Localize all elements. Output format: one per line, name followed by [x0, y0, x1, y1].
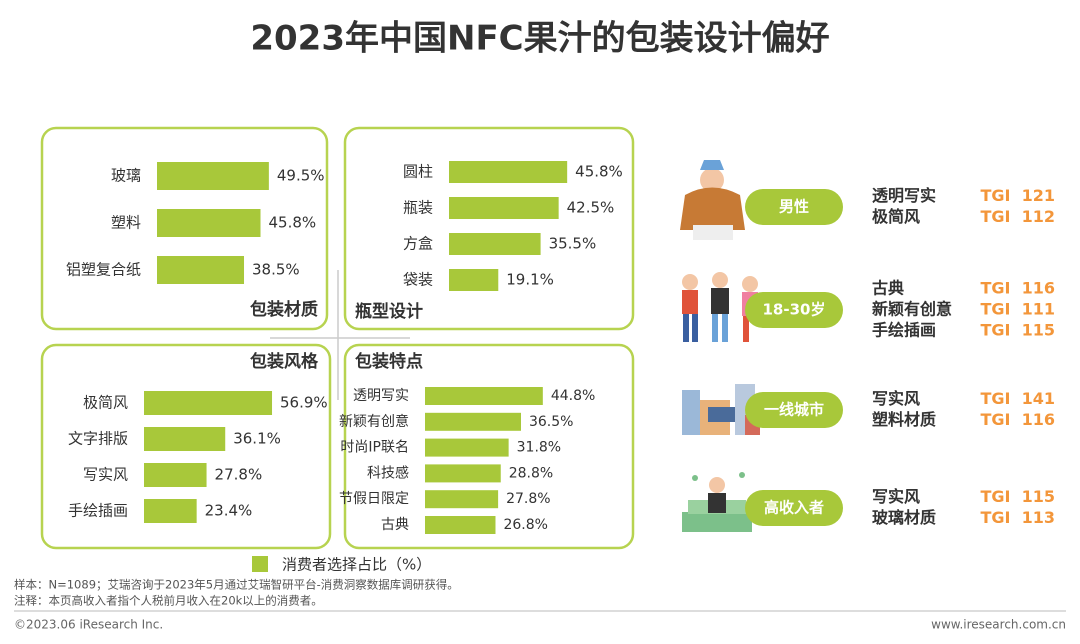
bar [157, 209, 261, 237]
segment-item: 手绘插画 [872, 321, 936, 340]
bar [449, 269, 499, 291]
bar [425, 438, 509, 457]
value-label: 28.8% [509, 465, 553, 481]
category-label: 时尚IP联名 [340, 440, 409, 456]
value-label: 27.8% [506, 491, 550, 507]
category-label: 塑料 [111, 214, 141, 232]
segment-tgi: TGI 112 [980, 207, 1055, 226]
value-label: 56.9% [280, 394, 328, 412]
segment-item: 透明写实 [872, 186, 936, 205]
bar [157, 256, 245, 284]
panel-frame [343, 343, 635, 550]
panel-frame [343, 126, 635, 331]
segment-tgi: TGI 115 [980, 487, 1055, 506]
bar [425, 464, 501, 483]
legend-swatch [252, 556, 268, 572]
website: www.iresearch.com.cn [931, 618, 1066, 632]
panel-title: 瓶型设计 [355, 301, 423, 322]
category-label: 圆柱 [403, 163, 433, 181]
segment-pill [745, 490, 843, 526]
value-label: 42.5% [567, 199, 615, 217]
illustration [680, 160, 745, 240]
category-label: 透明写实 [353, 388, 409, 404]
panel-title: 包装材质 [250, 299, 318, 320]
segment-item: 极简风 [872, 207, 920, 226]
value-label: 49.5% [277, 167, 325, 185]
value-label: 26.8% [503, 517, 547, 533]
panel-title: 包装特点 [355, 351, 423, 372]
footnote: 注释：本页高收入者指个人税前月收入在20k以上的消费者。 [14, 594, 323, 608]
category-label: 极简风 [83, 394, 128, 412]
value-label: 38.5% [252, 261, 300, 279]
segment-tgi: TGI 121 [980, 186, 1055, 205]
value-label: 35.5% [549, 235, 597, 253]
segment-tgi: TGI 115 [980, 321, 1055, 340]
value-label: 31.8% [517, 440, 561, 456]
divider [270, 270, 410, 400]
category-label: 新颖有创意 [339, 413, 409, 430]
bar [425, 387, 543, 405]
panel-title: 包装风格 [250, 351, 319, 372]
segment-pill [745, 189, 843, 225]
segment-tgi: TGI 113 [980, 508, 1055, 527]
segment-item: 新颖有创意 [872, 300, 952, 319]
panel-frame [40, 343, 332, 550]
segment-item: 玻璃材质 [872, 508, 936, 527]
category-label: 文字排版 [68, 430, 128, 448]
footnote: 样本：N=1089；艾瑞咨询于2023年5月通过艾瑞智研平台-消费洞察数据库调研… [14, 578, 459, 592]
bar [425, 412, 521, 431]
segment-item: 写实风 [872, 487, 920, 506]
category-label: 古典 [381, 517, 409, 533]
bar [449, 233, 541, 255]
bar [144, 427, 226, 451]
value-label: 36.5% [529, 414, 573, 430]
segment-label: 男性 [779, 198, 809, 216]
category-label: 玻璃 [111, 167, 141, 185]
bar [449, 161, 568, 183]
illustration [682, 472, 752, 532]
bar [157, 162, 269, 190]
category-label: 瓶装 [403, 199, 433, 217]
bar [144, 463, 207, 487]
segment-label: 一线城市 [764, 401, 824, 419]
value-label: 45.8% [575, 163, 623, 181]
bar [425, 490, 499, 509]
segment-tgi: TGI 111 [980, 300, 1055, 319]
category-label: 节假日限定 [339, 491, 409, 507]
category-label: 袋装 [403, 271, 433, 289]
value-label: 45.8% [269, 214, 317, 232]
segment-item: 古典 [872, 279, 904, 298]
copyright: ©2023.06 iResearch Inc. [14, 618, 163, 632]
category-label: 铝塑复合纸 [66, 261, 141, 279]
category-label: 手绘插画 [68, 502, 128, 520]
segment-pill [745, 392, 843, 428]
panel-frames [40, 126, 635, 550]
bar [144, 391, 273, 415]
segment-item: 写实风 [872, 389, 920, 408]
value-label: 27.8% [215, 466, 263, 484]
panel-frame [40, 126, 329, 331]
bar [449, 197, 559, 219]
segment-label: 高收入者 [764, 499, 824, 517]
category-label: 方盒 [403, 235, 433, 253]
value-label: 36.1% [233, 430, 281, 448]
title: 2023年中国NFC果汁的包装设计偏好 [250, 19, 829, 59]
value-label: 19.1% [506, 271, 554, 289]
illustration [682, 272, 758, 342]
segment-tgi: TGI 116 [980, 410, 1055, 429]
segment-item: 塑料材质 [872, 410, 936, 429]
segment-tgi: TGI 141 [980, 389, 1055, 408]
bar [144, 499, 197, 523]
segment-pill [745, 292, 843, 328]
category-label: 写实风 [83, 466, 128, 484]
segment-label: 18-30岁 [763, 301, 826, 319]
value-label: 44.8% [551, 388, 595, 404]
category-label: 科技感 [367, 464, 409, 481]
legend-label: 消费者选择占比（%） [282, 556, 431, 574]
segment-tgi: TGI 116 [980, 279, 1055, 298]
bar [425, 516, 496, 534]
value-label: 23.4% [205, 502, 253, 520]
